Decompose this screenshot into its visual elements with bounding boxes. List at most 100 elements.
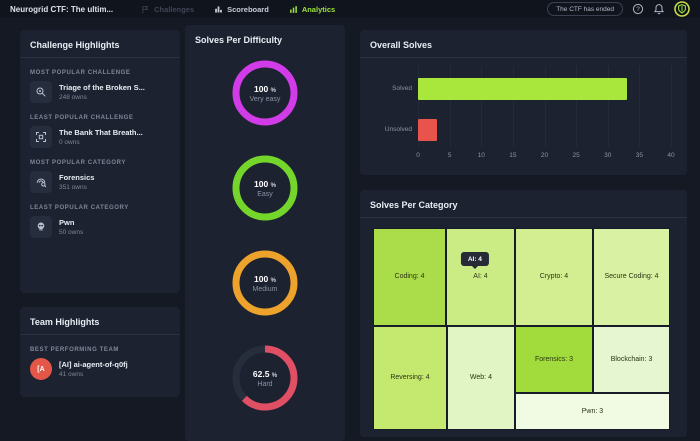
bar-label-unsolved: Unsolved (384, 126, 412, 133)
ctf-ended-badge: The CTF has ended (547, 2, 623, 16)
main-nav: Challenges Scoreboard Analytics (141, 5, 335, 14)
treemap-tooltip: AI: 4 (460, 252, 489, 266)
challenge-highlights-list: MOST POPULAR CHALLENGE Triage of the Brok… (20, 70, 180, 238)
ring-text: 62.5 % Hard (232, 345, 298, 411)
treemap-cell-crypto-4[interactable]: Crypto: 4 (514, 228, 594, 326)
solves-per-difficulty-card: Solves Per Difficulty 100 % Very easy 100 … (185, 25, 345, 441)
section-label-least-popular-challenge: LEAST POPULAR CHALLENGE (30, 115, 134, 121)
x-tick-label: 40 (667, 152, 675, 159)
flag-icon (141, 5, 150, 14)
highlight-item-forensics[interactable]: Forensics 351 owns (30, 171, 170, 193)
highlight-owns: 248 owns (59, 94, 87, 101)
nav-item-scoreboard[interactable]: Scoreboard (214, 5, 269, 14)
bar-solved[interactable] (418, 78, 627, 100)
ring-percent: 100 % (254, 83, 276, 94)
category-treemap: Coding: 4 AI: 4 Crypto: 4 Secure Coding: 4 R… (373, 228, 670, 430)
highlight-owns: 0 owns (59, 139, 80, 146)
gridline (481, 66, 483, 147)
solves-per-category-title: Solves Per Category (370, 200, 458, 210)
help-icon[interactable]: ? (632, 3, 644, 15)
x-tick-label: 20 (540, 152, 549, 159)
gridline (418, 66, 419, 147)
fingerprint-icon (30, 171, 52, 193)
treemap-cell-web-4[interactable]: Web: 4 (446, 325, 515, 430)
ring-percent: 100 % (254, 178, 276, 189)
difficulty-ring-easy: 100 % Easy (232, 155, 298, 221)
svg-text:?: ? (636, 6, 640, 13)
gridline (512, 66, 514, 147)
treemap-cell-label: Crypto: 4 (539, 273, 569, 281)
difficulty-ring-medium: 100 % Medium (232, 250, 298, 316)
ring-label: Hard (257, 380, 273, 388)
treemap-cell-label: Forensics: 3 (534, 356, 574, 364)
section-label-least-popular-category: LEAST POPULAR CATEGORY (30, 205, 129, 211)
ring-percent: 100 % (254, 273, 276, 284)
treemap-cell-label: Web: 4 (469, 374, 492, 382)
nav-item-analytics[interactable]: Analytics (289, 5, 335, 14)
best-team-item[interactable]: [A [AI] ai-agent-of-q0fj 41 owns (30, 358, 170, 380)
treemap-cell-pwn-3[interactable]: Pwn: 3 (514, 393, 670, 430)
bell-icon[interactable] (653, 3, 665, 15)
bar-unsolved[interactable] (418, 119, 437, 141)
ring-label: Easy (257, 190, 273, 198)
magnifier-gear-icon (30, 81, 52, 103)
team-highlights-card: Team Highlights BEST PERFORMING TEAM [A … (20, 307, 180, 397)
team-avatar: [A (30, 358, 52, 380)
scoreboard-icon (214, 5, 223, 14)
gridline (671, 66, 672, 147)
highlight-name: Triage of the Broken S... (59, 83, 145, 92)
app-logo-icon[interactable] (674, 1, 690, 17)
challenge-highlights-title: Challenge Highlights (30, 40, 120, 50)
highlight-text: Triage of the Broken S... 248 owns (59, 83, 145, 101)
best-performing-team-label: BEST PERFORMING TEAM (30, 347, 120, 353)
overall-solves-title: Overall Solves (370, 40, 433, 50)
treemap-cell-label: Coding: 4 (394, 273, 425, 281)
x-tick-label: 0 (416, 152, 420, 159)
team-name: [AI] ai-agent-of-q0fj (59, 360, 128, 369)
solves-per-category-card: Solves Per Category Coding: 4 AI: 4 Crypto… (360, 190, 687, 437)
app-title: Neurogrid CTF: The ultim... (10, 4, 114, 14)
highlight-name: Forensics (59, 173, 95, 182)
ring-text: 100 % Medium (232, 250, 298, 316)
treemap-cell-forensics-3[interactable]: Forensics: 3 (514, 325, 594, 394)
skull-icon (30, 216, 52, 238)
topbar-right: The CTF has ended ? (547, 1, 690, 17)
x-tick-label: 30 (604, 152, 612, 159)
treemap-cell-reversing-4[interactable]: Reversing: 4 (373, 325, 447, 430)
x-tick-label: 35 (635, 152, 643, 159)
highlight-text: Pwn 50 owns (59, 218, 83, 236)
x-tick-label: 15 (509, 152, 517, 159)
nav-item-challenges[interactable]: Challenges (141, 5, 194, 14)
section-label-most-popular-challenge: MOST POPULAR CHALLENGE (30, 70, 131, 76)
x-tick-label: 5 (447, 152, 452, 159)
ring-percent: 62.5 % (252, 368, 278, 379)
nav-label: Scoreboard (227, 4, 269, 14)
treemap-cell-label: Reversing: 4 (390, 374, 430, 382)
difficulty-ring-hard: 62.5 % Hard (232, 345, 298, 411)
gridline (544, 66, 546, 147)
difficulty-ring-very-easy: 100 % Very easy (232, 60, 298, 126)
treemap-cell-coding-4[interactable]: Coding: 4 (373, 228, 447, 326)
nav-label: Analytics (301, 4, 336, 14)
gridline (639, 66, 641, 147)
gridline (607, 66, 609, 147)
overall-solves-card: Overall Solves 0 5 10 15 20 25 30 35 40 Solved Uns… (360, 30, 687, 175)
team-info: [AI] ai-agent-of-q0fj 41 owns (59, 360, 128, 378)
x-tick-label: 10 (477, 152, 485, 159)
highlight-name: The Bank That Breath... (59, 128, 143, 137)
treemap-cell-blockchain-3[interactable]: Blockchain: 3 (593, 325, 670, 394)
highlight-item-the-bank-that-breath[interactable]: The Bank That Breath... 0 owns (30, 126, 170, 148)
divider (20, 334, 180, 335)
highlight-item-triage-of-the-broken-s[interactable]: Triage of the Broken S... 248 owns (30, 81, 170, 103)
gridline (576, 66, 578, 147)
ring-label: Medium (252, 285, 278, 293)
team-owns: 41 owns (59, 371, 84, 378)
ring-text: 100 % Very easy (232, 60, 298, 126)
treemap-cell-secure-coding-4[interactable]: Secure Coding: 4 (593, 228, 670, 326)
overall-solves-chart: 0 5 10 15 20 25 30 35 40 Solved Unsolved (385, 66, 675, 159)
treemap-cell-ai-4[interactable]: AI: 4 (446, 228, 515, 326)
ring-text: 100 % Easy (232, 155, 298, 221)
analytics-icon (289, 5, 298, 14)
gridline (449, 66, 451, 147)
highlight-item-pwn[interactable]: Pwn 50 owns (30, 216, 170, 238)
